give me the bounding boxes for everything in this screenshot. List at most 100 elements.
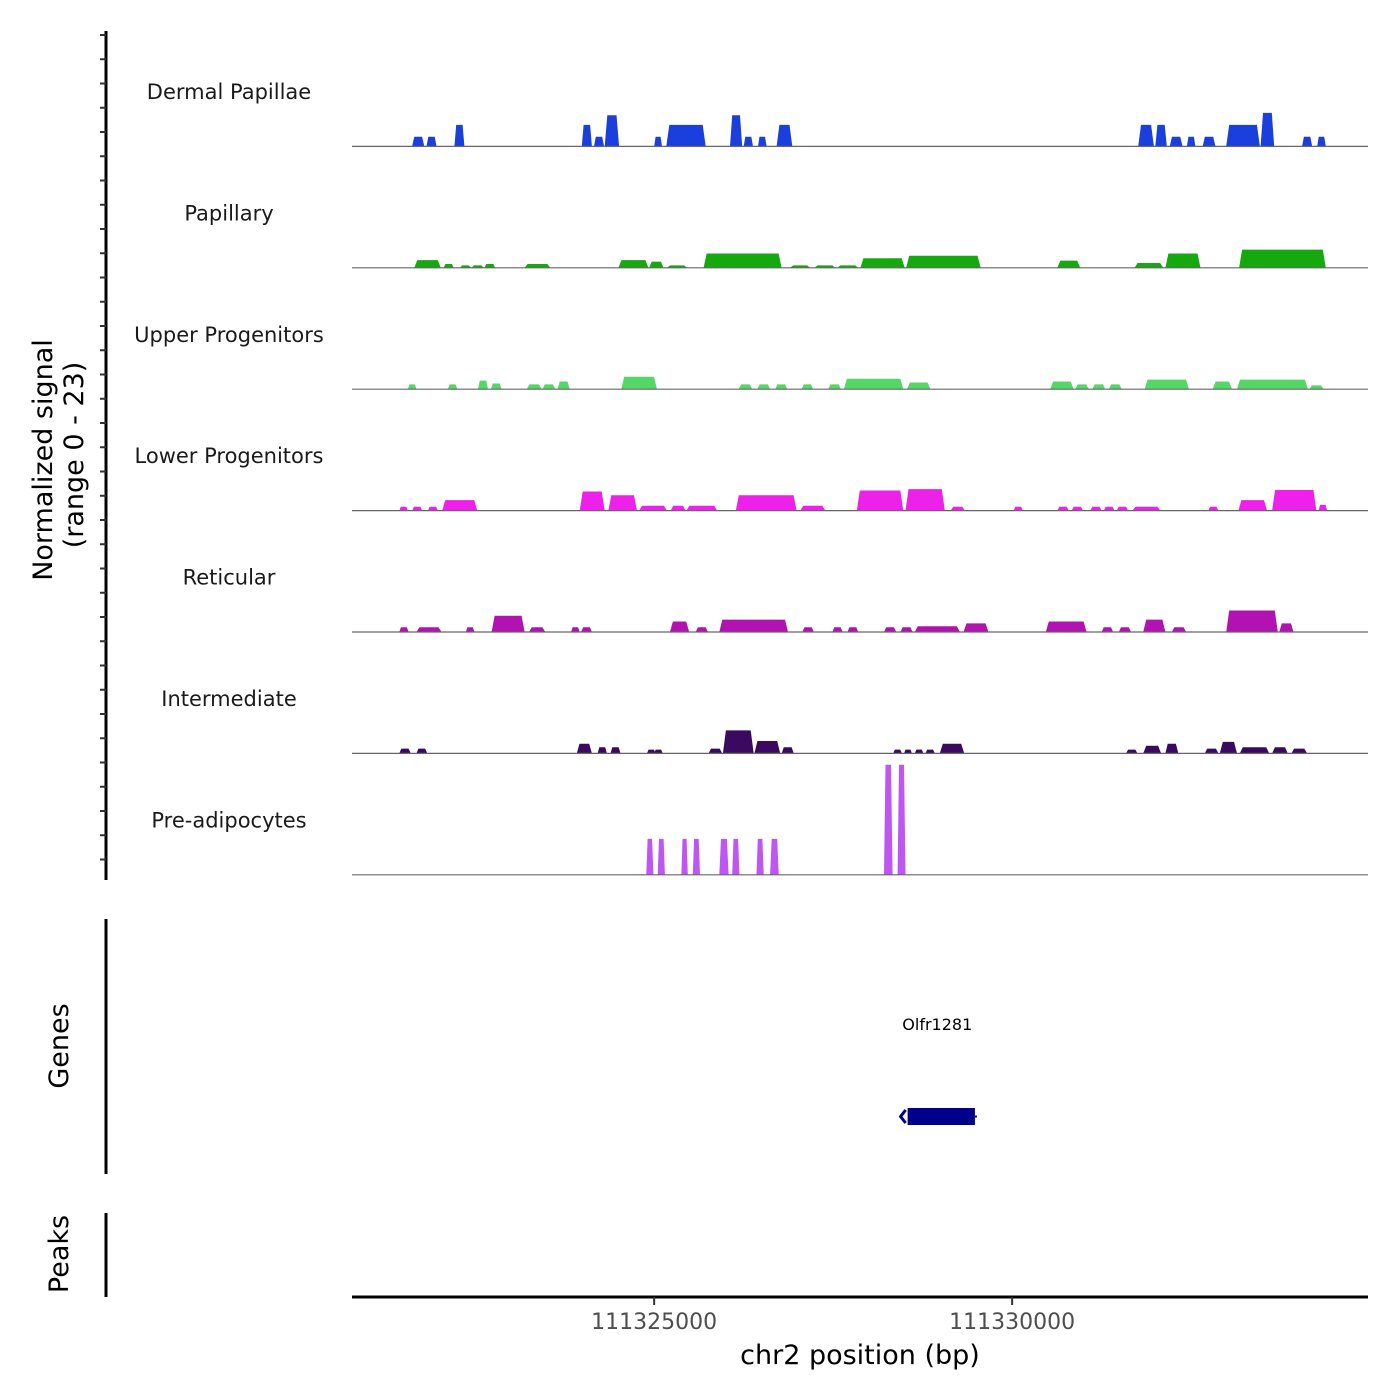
signal-peak (800, 505, 826, 511)
signal-peak (1260, 112, 1275, 147)
signal-peak (1050, 381, 1074, 390)
signal-tracks: Dermal Papillae Papillary Upper Progenitor… (134, 80, 1368, 876)
signal-peak (654, 136, 662, 147)
signal-peak (416, 627, 442, 632)
signal-peak (1143, 619, 1166, 632)
track-upper-progenitors: Upper Progenitors (134, 323, 1368, 390)
signal-peak (610, 747, 621, 754)
signal-peak (1202, 136, 1216, 147)
signal-peak (884, 764, 893, 875)
signal-peak (925, 749, 935, 754)
signal-peak (1103, 506, 1115, 511)
signal-peak (618, 260, 649, 268)
genes-track-title: Genes (44, 1003, 75, 1088)
signal-peak (703, 253, 782, 268)
signal-peak (579, 491, 605, 511)
signal-peak (1279, 623, 1294, 632)
signal-peak (442, 500, 478, 511)
signal-peak (905, 489, 945, 511)
signal-peak (639, 505, 667, 511)
y-axis-title-line1: Normalized signal (28, 339, 59, 581)
signal-peak (484, 264, 496, 268)
signal-peak (743, 136, 753, 147)
signal-peak (1309, 385, 1324, 390)
signal-peak (1272, 747, 1288, 754)
signal-peak (1143, 745, 1162, 754)
signal-peak (1165, 743, 1179, 754)
signal-peak (1226, 610, 1278, 632)
signal-peak (906, 382, 931, 390)
signal-peak (1138, 124, 1154, 147)
signal-peak (735, 495, 797, 511)
signal-peak (1204, 748, 1219, 754)
signal-peak (649, 261, 664, 268)
track-label: Upper Progenitors (134, 323, 324, 347)
signal-peak (454, 124, 465, 147)
signal-peak (669, 621, 690, 632)
signal-peak (526, 384, 542, 390)
signal-peak (416, 748, 428, 754)
signal-peak (542, 384, 556, 390)
signal-peak (528, 627, 546, 632)
signal-peak (732, 838, 740, 875)
signal-peak (1239, 249, 1326, 268)
signal-peak (754, 741, 781, 754)
signal-peak (426, 136, 437, 147)
signal-peak (1239, 747, 1270, 754)
signal-peak (399, 627, 409, 632)
signal-peak (414, 260, 441, 268)
track-lower-progenitors: Lower Progenitors (135, 444, 1368, 512)
signal-peak (1101, 627, 1114, 632)
signal-peak (557, 381, 570, 390)
signal-peak (1118, 627, 1131, 632)
signal-peak (1186, 136, 1196, 147)
signal-peak (1144, 379, 1189, 390)
signal-peak (847, 627, 859, 632)
signal-peak (1116, 506, 1129, 511)
gene-body (907, 1108, 975, 1125)
signal-peak (581, 124, 592, 147)
signal-peak (775, 384, 788, 390)
signal-peak (670, 505, 686, 511)
signal-peak (1071, 506, 1083, 511)
signal-peak (646, 838, 654, 875)
track-label: Papillary (184, 201, 273, 225)
signal-peak (657, 838, 665, 875)
signal-peak (399, 748, 411, 754)
signal-peak (407, 384, 417, 390)
signal-peak (608, 495, 637, 511)
signal-peak (1013, 506, 1023, 511)
signal-peak (897, 764, 906, 875)
genes-track: Olfr1281 (898, 1015, 977, 1125)
signal-peak (914, 626, 960, 632)
signal-peak (621, 376, 657, 390)
signal-peak (1045, 621, 1087, 632)
signal-peak (708, 748, 723, 754)
signal-peak (939, 743, 965, 754)
gene-label: Olfr1281 (902, 1015, 972, 1034)
track-label: Lower Progenitors (135, 444, 324, 468)
signal-peak (478, 380, 488, 390)
signal-peak (692, 838, 700, 875)
signal-peak (950, 506, 965, 511)
y-axis-ticks (100, 34, 106, 861)
signal-peak (884, 627, 897, 632)
signal-peak (1171, 627, 1187, 632)
track-pre-adipocytes: Pre-adipocytes (151, 764, 1368, 876)
signal-peak (412, 136, 425, 147)
signal-peak (802, 627, 814, 632)
signal-peak (1132, 506, 1161, 511)
signal-peak (758, 136, 767, 147)
signal-peak (427, 506, 438, 511)
signal-peak (1318, 504, 1328, 511)
signal-peak (1226, 124, 1260, 147)
signal-peak (756, 838, 764, 875)
signal-peak (963, 623, 989, 632)
signal-peak (1108, 384, 1122, 390)
signal-peak (581, 627, 592, 632)
signal-peak (1155, 124, 1167, 147)
signal-peak (843, 378, 904, 390)
signal-peak (1237, 379, 1308, 390)
signal-peak (730, 115, 743, 147)
